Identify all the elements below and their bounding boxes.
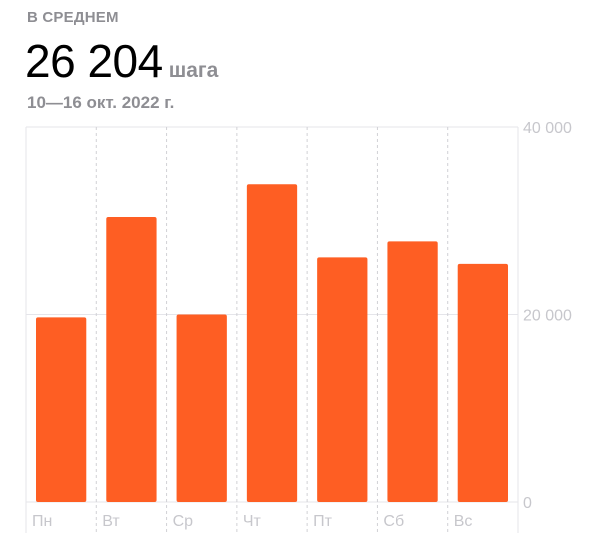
date-range: 10—16 окт. 2022 г.: [27, 93, 175, 112]
average-value-row: 26 204 шага: [25, 34, 218, 88]
y-tick-label: 0: [523, 495, 532, 512]
x-tick-label: Вс: [454, 513, 473, 530]
bar-Ср: [176, 314, 227, 502]
average-value: 26 204: [25, 35, 163, 87]
bar-Пн: [36, 317, 87, 502]
bar-Сб: [387, 241, 438, 502]
average-label: В СРЕДНЕМ: [27, 9, 119, 26]
y-tick-label: 20 000: [523, 308, 572, 325]
average-unit: шага: [168, 59, 219, 82]
x-tick-label: Пт: [313, 513, 333, 530]
x-tick-label: Чт: [243, 513, 262, 530]
x-tick-label: Сб: [383, 513, 404, 530]
bar-Чт: [246, 184, 298, 502]
x-tick-label: Вт: [102, 513, 120, 530]
x-tick-label: Пн: [32, 513, 52, 530]
bar-Вс: [457, 263, 508, 502]
y-tick-label: 40 000: [523, 120, 572, 137]
x-tick-label: Ср: [173, 513, 194, 530]
bar-Вт: [106, 217, 157, 502]
bar-Пт: [317, 257, 368, 502]
